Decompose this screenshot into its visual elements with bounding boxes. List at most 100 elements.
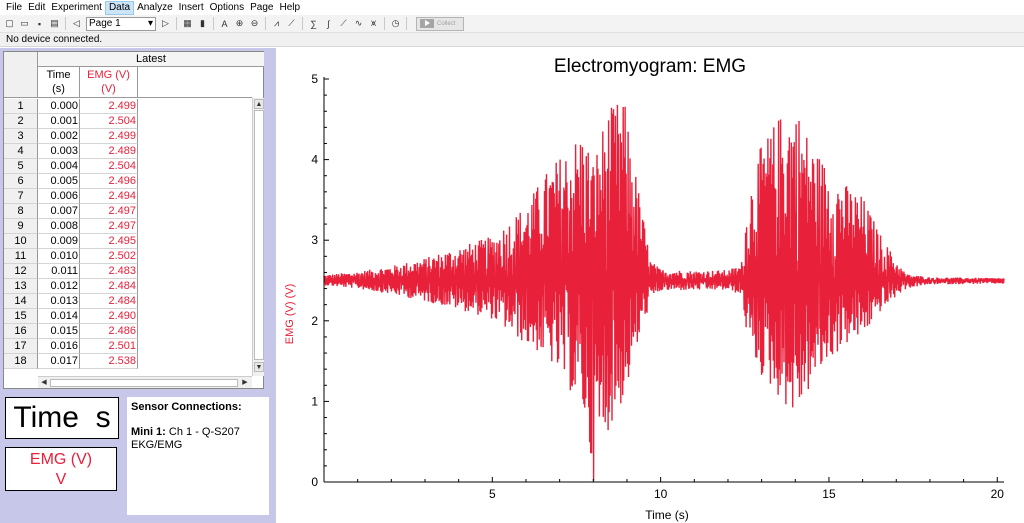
sensor-connections-box: Sensor Connections: Mini 1: Ch 1 - Q-S20…	[127, 397, 269, 515]
time-cell: 0.000	[38, 99, 80, 114]
scroll-down-icon[interactable]: ▼	[254, 362, 264, 372]
y-axis-label[interactable]: EMG (V) (V)	[284, 284, 296, 345]
toolbar-separator	[406, 17, 407, 30]
statistics-icon[interactable]: ∑	[310, 18, 317, 29]
new-file-icon[interactable]: ▢	[5, 18, 14, 28]
save-icon[interactable]: ▪	[37, 18, 42, 29]
time-cell: 0.016	[38, 339, 80, 354]
table-row[interactable]: 1 0.000 2.499	[4, 99, 252, 114]
collect-button[interactable]: Collect	[416, 16, 464, 31]
examine-icon[interactable]: ⩘	[273, 18, 280, 28]
stopwatch-icon[interactable]: ◷	[391, 18, 400, 28]
zoom-out-icon[interactable]: ⊖	[250, 18, 259, 28]
menu-item-options[interactable]: Options	[209, 1, 245, 13]
scroll-right-icon[interactable]: ▶	[242, 379, 248, 386]
time-cell: 0.010	[38, 249, 80, 264]
toolbar-separator	[176, 17, 177, 30]
emg-graph[interactable]: Electromyogram: EMG 5 10 15 20 0 1 2 3 4 5 Time (…	[276, 48, 1024, 523]
row-number: 10	[4, 234, 38, 249]
scroll-left-icon[interactable]: ◀	[41, 379, 47, 386]
scroll-up-icon[interactable]: ▲	[254, 99, 264, 109]
data-table[interactable]: Latest Time (s) EMG (V) (V) 1 0.000 2.499 2…	[3, 51, 264, 389]
menu-item-file[interactable]: File	[6, 1, 23, 13]
play-icon	[420, 19, 434, 28]
table-row[interactable]: 3 0.002 2.499	[4, 129, 252, 144]
table-row[interactable]: 15 0.014 2.490	[4, 309, 252, 324]
curve-fit-icon[interactable]: ∿	[354, 18, 363, 28]
scroll-thumb[interactable]	[254, 110, 264, 360]
page-back-icon[interactable]: ◁	[73, 18, 80, 28]
open-folder-icon[interactable]: ▭	[20, 18, 29, 28]
row-number: 8	[4, 204, 38, 219]
chevron-down-icon: ▾	[147, 18, 153, 29]
menu-item-help[interactable]: Help	[279, 1, 301, 13]
toolbar: ▢ ▭ ▪ ▤ ◁ Page 1 ▾ ▷ ▦ ▮ A ⊕ ⊖ ⩘ ⟋ ∑ ∫ ⟋…	[0, 15, 1024, 33]
menu-item-insert[interactable]: Insert	[178, 1, 204, 13]
zoom-in-icon[interactable]: ⊕	[235, 18, 244, 28]
table-row[interactable]: 5 0.004 2.504	[4, 159, 252, 174]
menu-item-analyze[interactable]: Analyze	[137, 1, 173, 13]
menu-item-experiment[interactable]: Experiment	[51, 1, 102, 13]
meter-icon[interactable]: ▮	[200, 18, 205, 28]
integral-icon[interactable]: ∫	[327, 18, 330, 29]
emg-cell: 2.495	[80, 234, 138, 249]
toolbar-separator	[213, 17, 214, 30]
vertical-scrollbar[interactable]: ▲ ▼	[252, 98, 264, 376]
hscroll-thumb[interactable]	[50, 379, 238, 387]
table-row[interactable]: 4 0.003 2.489	[4, 144, 252, 159]
emg-cell: 2.484	[80, 279, 138, 294]
table-icon[interactable]: ▦	[183, 18, 192, 28]
table-row[interactable]: 12 0.011 2.483	[4, 264, 252, 279]
emg-cell: 2.494	[80, 189, 138, 204]
emg-cell: 2.484	[80, 294, 138, 309]
emg-signal-trace	[323, 104, 1005, 481]
table-corner	[4, 52, 38, 98]
time-cell: 0.004	[38, 159, 80, 174]
page-forward-icon[interactable]: ▷	[162, 18, 169, 28]
status-bar: No device connected.	[0, 33, 1024, 47]
tangent-icon[interactable]: ⟋	[288, 18, 295, 28]
y-tick-label: 3	[311, 233, 318, 247]
emg-meter[interactable]: EMG (V) V	[5, 447, 117, 491]
table-row[interactable]: 6 0.005 2.496	[4, 174, 252, 189]
table-row[interactable]: 18 0.017 2.538	[4, 354, 252, 369]
fft-icon[interactable]: ⩙	[370, 18, 377, 28]
emg-cell: 2.501	[80, 339, 138, 354]
table-row[interactable]: 11 0.010 2.502	[4, 249, 252, 264]
time-cell: 0.014	[38, 309, 80, 324]
page-select[interactable]: Page 1 ▾	[86, 16, 156, 31]
table-row[interactable]: 2 0.001 2.504	[4, 114, 252, 129]
linear-fit-icon[interactable]: ⟋	[340, 18, 347, 28]
table-row[interactable]: 13 0.012 2.484	[4, 279, 252, 294]
menu-item-data[interactable]: Data	[104, 0, 135, 15]
emg-column-name: EMG (V)	[87, 69, 130, 81]
time-column-unit: (s)	[52, 83, 65, 95]
graph-panel[interactable]: Electromyogram: EMG 5 10 15 20 0 1 2 3 4 5 Time (…	[276, 48, 1024, 523]
horizontal-scrollbar[interactable]: ◀ ▶	[38, 376, 252, 388]
emg-column-header[interactable]: EMG (V) (V)	[80, 67, 138, 98]
emg-cell: 2.504	[80, 114, 138, 129]
table-row[interactable]: 9 0.008 2.497	[4, 219, 252, 234]
emg-cell: 2.496	[80, 174, 138, 189]
table-row[interactable]: 10 0.009 2.495	[4, 234, 252, 249]
table-row[interactable]: 7 0.006 2.494	[4, 189, 252, 204]
menu-item-page[interactable]: Page	[250, 1, 274, 13]
emg-cell: 2.497	[80, 219, 138, 234]
emg-cell: 2.483	[80, 264, 138, 279]
menu-item-edit[interactable]: Edit	[28, 1, 46, 13]
y-tick-label: 0	[311, 475, 318, 489]
time-column-header[interactable]: Time (s)	[38, 67, 80, 98]
time-meter[interactable]: Time s	[5, 397, 119, 439]
row-number: 6	[4, 174, 38, 189]
autoscale-icon[interactable]: A	[221, 18, 228, 29]
print-icon[interactable]: ▤	[50, 18, 59, 28]
table-row[interactable]: 16 0.015 2.486	[4, 324, 252, 339]
table-row[interactable]: 14 0.013 2.484	[4, 294, 252, 309]
sensor-channel: Ch 1 - Q-S207	[165, 426, 240, 438]
time-cell: 0.012	[38, 279, 80, 294]
y-tick-label: 5	[311, 72, 318, 86]
table-row[interactable]: 8 0.007 2.497	[4, 204, 252, 219]
table-row[interactable]: 17 0.016 2.501	[4, 339, 252, 354]
x-tick-label: 5	[489, 487, 496, 501]
x-axis-label[interactable]: Time (s)	[645, 508, 689, 522]
